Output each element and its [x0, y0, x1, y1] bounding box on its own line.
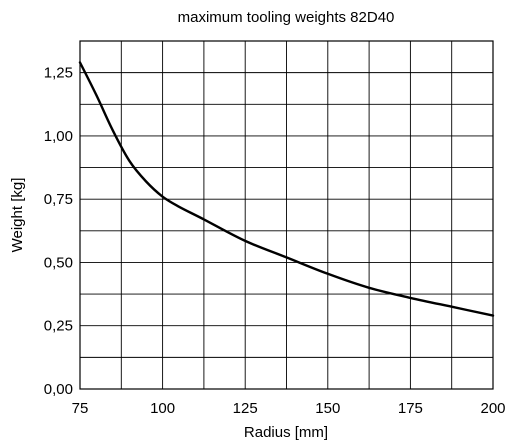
- y-axis-label: Weight [kg]: [9, 178, 26, 253]
- x-tick-label: 125: [233, 400, 258, 417]
- y-tick-label: 0,50: [44, 254, 73, 271]
- grid: [79, 40, 494, 390]
- x-tick-label: 200: [480, 400, 505, 417]
- x-axis-label: Radius [mm]: [244, 424, 328, 441]
- x-axis-ticks: 75 100 125 150 175 200: [72, 400, 506, 417]
- y-tick-label: 0,75: [44, 191, 73, 208]
- y-axis-ticks: 0,00 0,25 0,50 0,75 1,00 1,25: [44, 65, 73, 398]
- x-tick-label: 150: [315, 400, 340, 417]
- y-tick-label: 0,25: [44, 318, 73, 335]
- y-tick-label: 1,00: [44, 128, 73, 145]
- weight-curve: [78, 61, 495, 317]
- x-tick-label: 175: [398, 400, 423, 417]
- plot-frame: [79, 40, 494, 390]
- x-tick-label: 75: [72, 400, 89, 417]
- y-tick-label: 1,25: [44, 65, 73, 82]
- x-tick-label: 100: [150, 400, 175, 417]
- y-tick-label: 0,00: [44, 381, 73, 398]
- chart-title: maximum tooling weights 82D40: [178, 9, 395, 26]
